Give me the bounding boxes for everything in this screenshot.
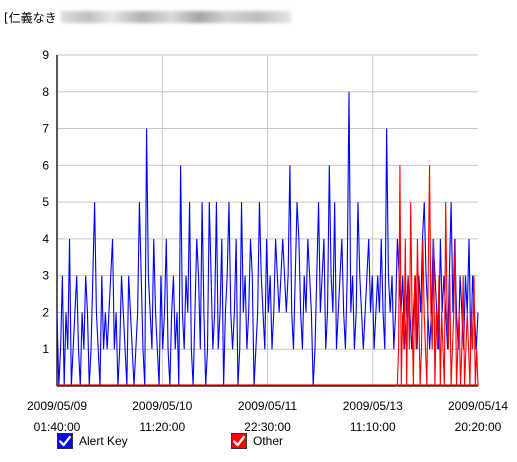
y-tick-label: 2 <box>42 305 49 319</box>
x-tick-time: 01:40:00 <box>34 420 81 432</box>
x-tick-date: 2009/05/10 <box>132 399 192 413</box>
x-tick-labels: 2009/05/09 01:40:00 2009/05/10 11:20:00 2009… <box>27 399 508 432</box>
alert-key-checkbox-icon[interactable] <box>57 433 73 449</box>
y-tick-label: 3 <box>42 269 49 283</box>
y-tick-label: 9 <box>42 48 49 62</box>
y-tick-label: 5 <box>42 195 49 209</box>
series-line-other <box>395 165 479 387</box>
x-tick-time: 11:10:00 <box>350 420 396 432</box>
window-title: [仁義なき <box>4 8 291 26</box>
x-tick-time: 22:30:00 <box>244 420 291 432</box>
y-tick-label: 4 <box>42 232 49 246</box>
legend-label-alert-key: Alert Key <box>79 434 128 448</box>
y-tick-label: 6 <box>42 158 49 172</box>
chart-series <box>56 91 479 387</box>
x-tick-time: 11:20:00 <box>139 420 185 432</box>
alert-line-chart: 1 2 3 4 5 6 7 8 9 2009/05/09 01:40:00 2009/05/10 11… <box>27 48 508 432</box>
y-tick-label: 7 <box>42 122 49 136</box>
obscured-title-text <box>60 11 291 23</box>
x-tick-date: 2009/05/11 <box>238 399 297 413</box>
other-checkbox-icon[interactable] <box>231 433 247 449</box>
y-tick-label: 1 <box>42 342 49 356</box>
y-tick-labels: 1 2 3 4 5 6 7 8 9 <box>42 48 49 356</box>
x-tick-time: 20:20:00 <box>455 420 502 432</box>
title-text: [仁義なき <box>4 10 57 25</box>
y-tick-label: 8 <box>42 85 49 99</box>
x-tick-date: 2009/05/13 <box>343 399 403 413</box>
legend-item-alert-key[interactable]: Alert Key <box>57 433 128 449</box>
legend-label-other: Other <box>253 434 284 448</box>
x-tick-date: 2009/05/09 <box>27 399 87 413</box>
x-tick-date: 2009/05/14 <box>448 399 508 413</box>
legend-item-other[interactable]: Other <box>231 433 283 449</box>
